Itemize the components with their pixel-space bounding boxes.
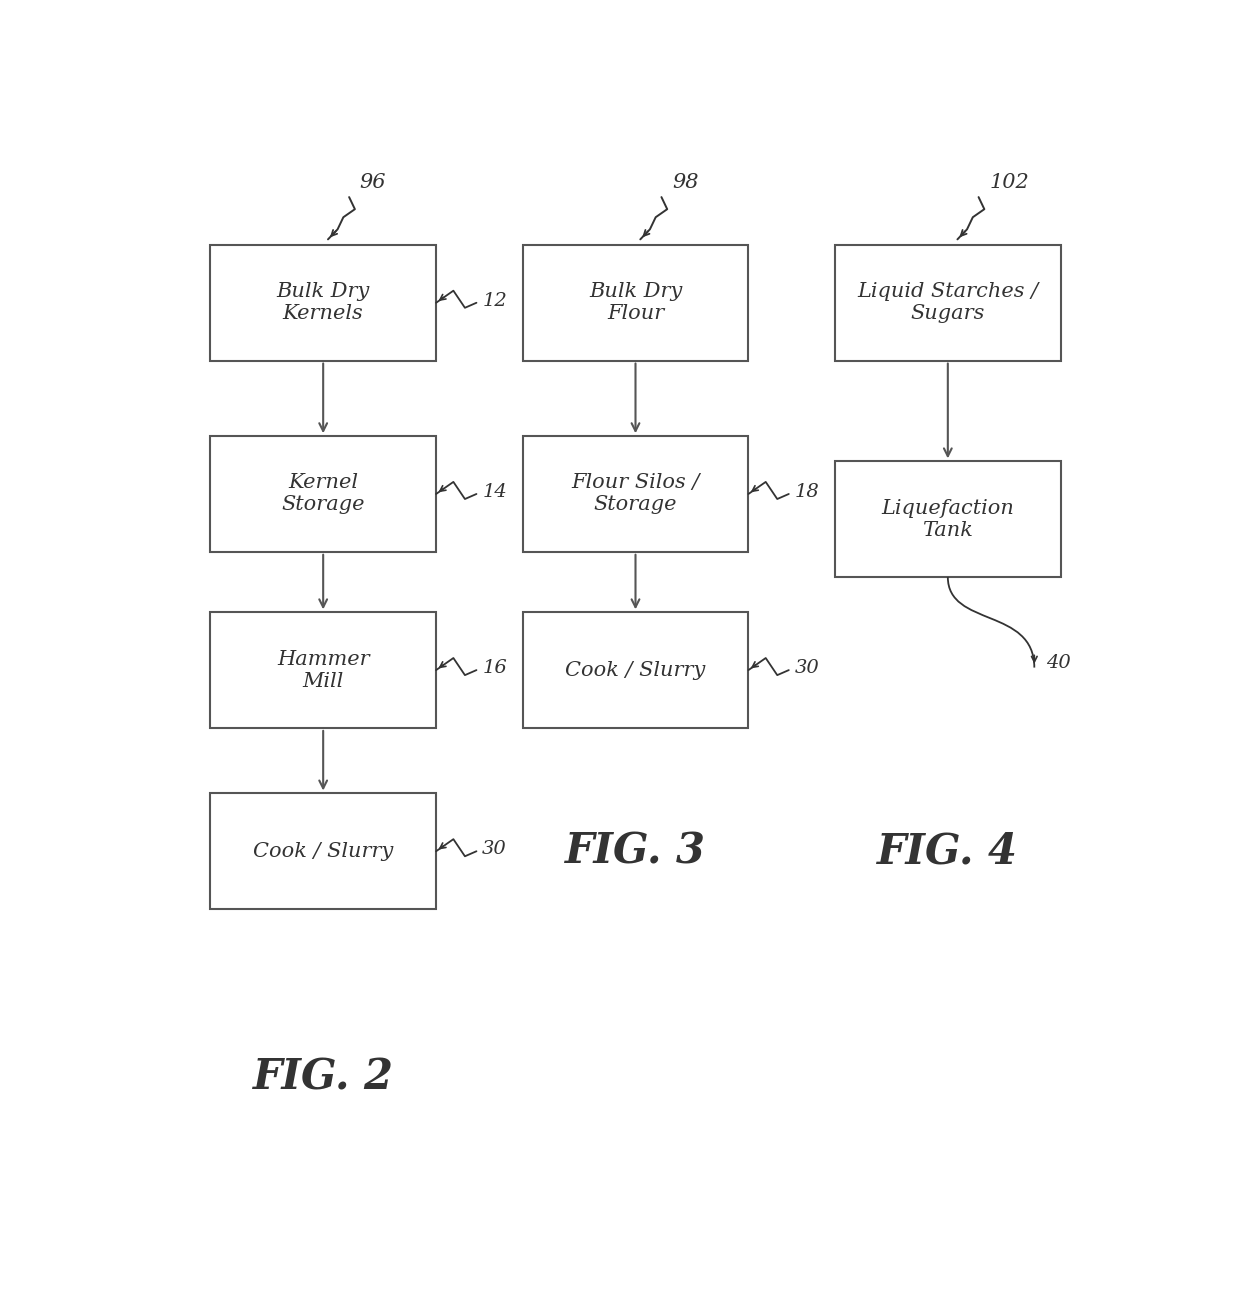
Bar: [522, 437, 749, 552]
Bar: [522, 612, 749, 728]
Text: Cook / Slurry: Cook / Slurry: [253, 842, 393, 861]
Text: 98: 98: [672, 173, 698, 192]
Text: FIG. 3: FIG. 3: [565, 830, 706, 872]
Bar: [835, 461, 1060, 576]
Text: Flour Silos /
Storage: Flour Silos / Storage: [572, 473, 699, 515]
Bar: [211, 612, 436, 728]
Text: Hammer
Mill: Hammer Mill: [277, 650, 370, 690]
Text: 96: 96: [360, 173, 386, 192]
Text: 12: 12: [482, 291, 507, 310]
Bar: [211, 437, 436, 552]
Bar: [522, 244, 749, 361]
Text: Bulk Dry
Kernels: Bulk Dry Kernels: [277, 282, 370, 323]
Text: Liquefaction
Tank: Liquefaction Tank: [882, 499, 1014, 540]
Text: Bulk Dry
Flour: Bulk Dry Flour: [589, 282, 682, 323]
Text: 16: 16: [482, 659, 507, 677]
Text: Liquid Starches /
Sugars: Liquid Starches / Sugars: [857, 282, 1038, 323]
Text: 30: 30: [795, 659, 820, 677]
Bar: [211, 793, 436, 910]
Text: 30: 30: [482, 840, 507, 859]
Text: 102: 102: [990, 173, 1029, 192]
Text: FIG. 4: FIG. 4: [878, 830, 1018, 872]
Text: Kernel
Storage: Kernel Storage: [281, 473, 365, 515]
Text: FIG. 2: FIG. 2: [253, 1056, 393, 1099]
Text: Cook / Slurry: Cook / Slurry: [565, 660, 706, 680]
Text: 18: 18: [795, 484, 820, 501]
Bar: [835, 244, 1060, 361]
Text: 40: 40: [1045, 654, 1070, 672]
Bar: [211, 244, 436, 361]
Text: 14: 14: [482, 484, 507, 501]
